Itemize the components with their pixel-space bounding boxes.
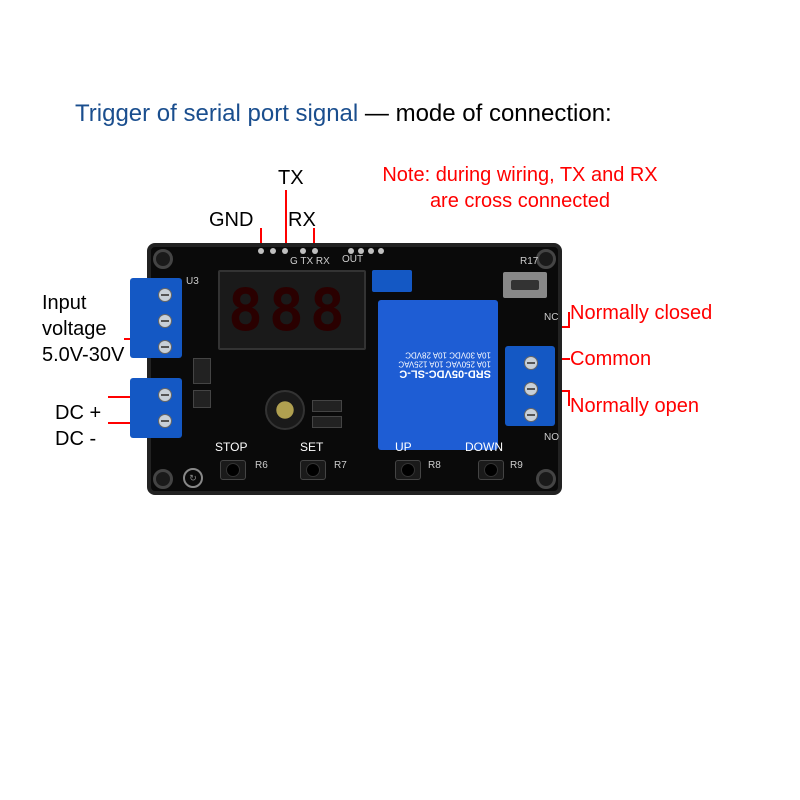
tx-label: TX <box>278 165 304 191</box>
chip-icon <box>193 358 211 384</box>
note-line2: are cross connected <box>430 190 610 212</box>
silk-u3: U3 <box>186 276 199 287</box>
display-digits: 888 <box>228 276 351 344</box>
silk-r8: R8 <box>428 460 441 471</box>
up-button[interactable] <box>395 460 421 480</box>
mount-hole <box>536 469 556 489</box>
input-voltage-label: Input voltage 5.0V-30V <box>42 290 124 368</box>
page-title: Trigger of serial port signal — mode of … <box>75 100 612 128</box>
set-button[interactable] <box>300 460 326 480</box>
solder-pad <box>368 248 374 254</box>
gnd-label: GND <box>209 207 253 233</box>
electrolytic-cap <box>265 390 305 430</box>
silk-nc: NC <box>544 312 558 323</box>
title-black-text: — mode of connection: <box>365 100 612 127</box>
iv-line3: 5.0V-30V <box>42 344 124 366</box>
relay-line1: 10A 250VAC 10A 125VAC <box>385 359 491 368</box>
terminal-screw[interactable] <box>158 288 172 302</box>
nc-label: Normally closed <box>570 302 712 325</box>
note-line1: Note: during wiring, TX and RX <box>382 164 657 186</box>
dc-minus-label: DC - <box>55 426 96 452</box>
iv-line1: Input <box>42 292 86 314</box>
stop-btn-label: STOP <box>215 440 247 454</box>
title-blue-text: Trigger of serial port signal <box>75 100 358 127</box>
dc-plus-label: DC + <box>55 400 101 426</box>
silk-no: NO <box>544 432 559 443</box>
stop-button[interactable] <box>220 460 246 480</box>
iv-line2: voltage <box>42 318 107 340</box>
left-terminal-block <box>130 278 182 358</box>
silk-r9: R9 <box>510 460 523 471</box>
terminal-screw[interactable] <box>158 314 172 328</box>
logo-icon: ↻ <box>183 468 203 488</box>
terminal-screw[interactable] <box>158 414 172 428</box>
mount-hole <box>153 469 173 489</box>
chip-icon <box>193 390 211 408</box>
mount-hole <box>153 249 173 269</box>
down-button[interactable] <box>478 460 504 480</box>
left-terminal-block-lower <box>130 378 182 438</box>
wiring-note: Note: during wiring, TX and RX are cross… <box>350 162 690 214</box>
silk-g-tx-rx: G TX RX <box>290 256 330 267</box>
solder-pad <box>312 248 318 254</box>
set-btn-label: SET <box>300 440 323 454</box>
diode-icon <box>312 416 342 428</box>
relay-line0: SRD-05VDC-SL-C <box>385 368 491 380</box>
nc-lead-v <box>568 312 570 328</box>
rx-label: RX <box>288 207 316 233</box>
up-btn-label: UP <box>395 440 412 454</box>
small-component <box>372 270 412 292</box>
diode-icon <box>312 400 342 412</box>
silk-r7: R7 <box>334 460 347 471</box>
relay-text: SRD-05VDC-SL-C 10A 250VAC 10A 125VAC 10A… <box>385 350 491 380</box>
usb-micro-port[interactable] <box>503 272 547 298</box>
solder-pad <box>282 248 288 254</box>
down-btn-label: DOWN <box>465 440 503 454</box>
silk-r17: R17 <box>520 256 538 267</box>
terminal-screw[interactable] <box>158 340 172 354</box>
solder-pad <box>258 248 264 254</box>
silk-out: OUT <box>342 254 363 265</box>
relay-line2: 10A 30VDC 10A 28VDC <box>385 350 491 359</box>
no-label: Normally open <box>570 395 699 418</box>
terminal-screw[interactable] <box>158 388 172 402</box>
solder-pad <box>270 248 276 254</box>
solder-pad <box>378 248 384 254</box>
terminal-screw[interactable] <box>524 408 538 422</box>
terminal-screw[interactable] <box>524 382 538 396</box>
terminal-screw[interactable] <box>524 356 538 370</box>
com-label: Common <box>570 348 651 371</box>
no-lead-v <box>568 390 570 406</box>
mount-hole <box>536 249 556 269</box>
solder-pad <box>300 248 306 254</box>
silk-r6: R6 <box>255 460 268 471</box>
